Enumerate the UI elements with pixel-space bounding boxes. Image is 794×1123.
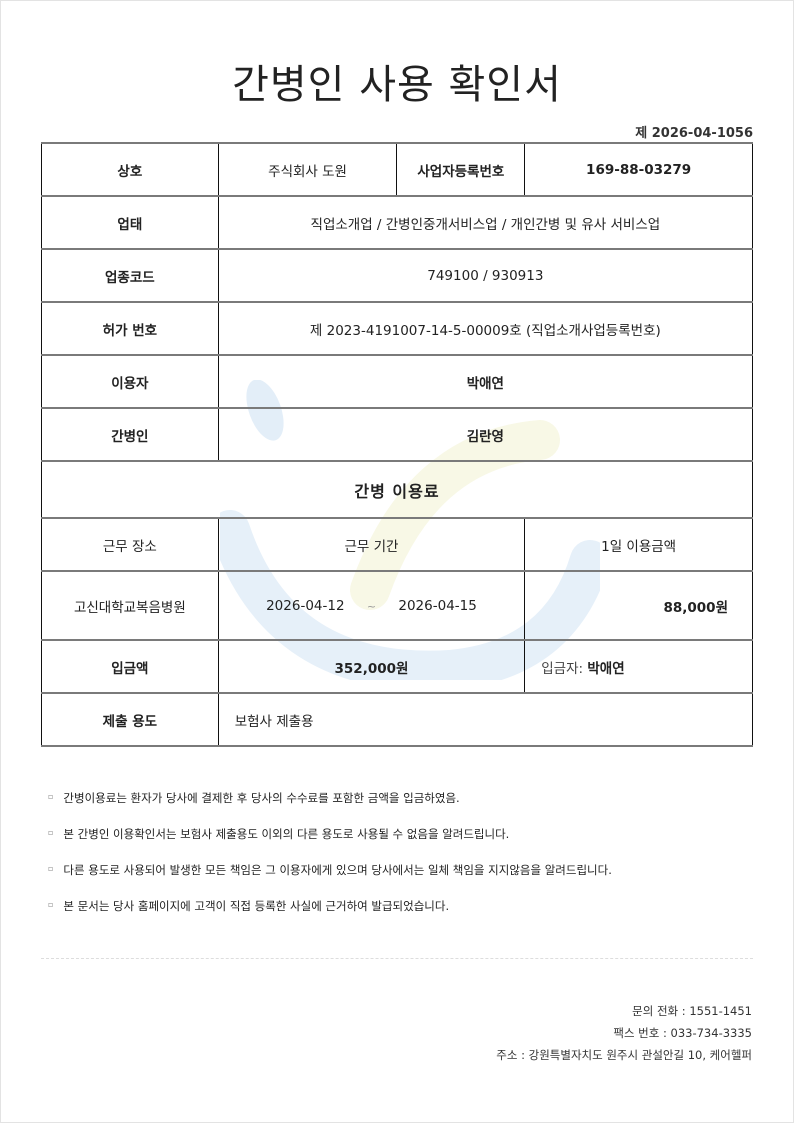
industry-code-value: 749100 / 930913 xyxy=(217,248,754,303)
notes-list: ▫ 간병이용료는 환자가 당사에 결제한 후 당사의 수수료를 포함한 금액을 입… xyxy=(48,790,612,934)
table-row: 제출 용도 보험사 제출용 xyxy=(41,692,754,747)
note-item: ▫ 본 간병인 이용확인서는 보험사 제출용도 이외의 다른 용도로 사용될 수 … xyxy=(48,826,612,862)
fee-section-title: 간병 이용료 xyxy=(41,460,753,519)
divider xyxy=(41,958,753,959)
table-row: 상호 주식회사 도원 사업자등록번호 169-88-03279 xyxy=(41,142,753,197)
table-row: 업종코드 749100 / 930913 xyxy=(41,248,754,303)
workplace-label: 근무 장소 xyxy=(41,517,219,572)
footer-contact: 문의 전화 : 1551-1451 팩스 번호 : 033-734-3335 주… xyxy=(496,1000,752,1066)
period-tilde: ~ xyxy=(366,599,377,613)
footer-phone: 문의 전화 : 1551-1451 xyxy=(632,1004,752,1018)
period-value: 2026-04-12 ~ 2026-04-15 xyxy=(217,570,526,641)
table-row: 입금액 352,000원 입금자: 박애연 xyxy=(41,639,753,694)
company-value: 주식회사 도원 xyxy=(217,142,398,197)
start-date: 2026-04-12 xyxy=(266,597,345,614)
caregiver-value: 김란영 xyxy=(217,407,754,462)
note-item: ▫ 간병이용료는 환자가 당사에 결제한 후 당사의 수수료를 포함한 금액을 입… xyxy=(48,790,612,826)
bullet-square-icon: ▫ xyxy=(48,900,54,909)
business-type-value: 직업소개업 / 간병인중개서비스업 / 개인간병 및 유사 서비스업 xyxy=(217,195,754,250)
bullet-square-icon: ▫ xyxy=(48,828,54,837)
deposit-label: 입금액 xyxy=(41,639,219,694)
bizno-value: 169-88-03279 xyxy=(524,142,753,197)
business-type-label: 업태 xyxy=(41,195,219,250)
note-text: 간병이용료는 환자가 당사에 결제한 후 당사의 수수료를 포함한 금액을 입금… xyxy=(63,791,460,805)
user-label: 이용자 xyxy=(41,354,219,409)
note-item: ▫ 본 문서는 당사 홈페이지에 고객이 직접 등록한 사실에 근거하여 발급되었… xyxy=(48,898,612,934)
depositor-value: 박애연 xyxy=(587,660,625,677)
end-date: 2026-04-15 xyxy=(398,597,477,614)
caregiver-label: 간병인 xyxy=(41,407,219,462)
table-row: 이용자 박애연 xyxy=(41,354,754,409)
company-label: 상호 xyxy=(41,142,219,197)
table-row: 간병 이용료 xyxy=(41,460,753,519)
daily-label: 1일 이용금액 xyxy=(524,517,753,572)
note-text: 본 간병인 이용확인서는 보험사 제출용도 이외의 다른 용도로 사용될 수 없… xyxy=(63,827,510,841)
table-row: 근무 장소 근무 기간 1일 이용금액 xyxy=(41,517,753,572)
table-row: 허가 번호 제 2023-4191007-14-5-00009호 (직업소개사업… xyxy=(41,301,754,356)
purpose-value: 보험사 제출용 xyxy=(217,692,754,747)
footer-fax: 팩스 번호 : 033-734-3335 xyxy=(613,1026,752,1040)
depositor: 입금자: 박애연 xyxy=(524,639,753,694)
document-number: 제 2026-04-1056 xyxy=(635,126,753,141)
deposit-value: 352,000원 xyxy=(217,639,526,694)
note-item: ▫ 다른 용도로 사용되어 발생한 모든 책임은 그 이용자에게 있으며 당사에서… xyxy=(48,862,612,898)
bizno-label: 사업자등록번호 xyxy=(396,142,526,197)
daily-value: 88,000원 xyxy=(524,570,753,641)
industry-code-label: 업종코드 xyxy=(41,248,219,303)
table-row: 간병인 김란영 xyxy=(41,407,754,462)
note-text: 다른 용도로 사용되어 발생한 모든 책임은 그 이용자에게 있으며 당사에서는… xyxy=(63,863,612,877)
period-label: 근무 기간 xyxy=(217,517,526,572)
purpose-label: 제출 용도 xyxy=(41,692,219,747)
bullet-square-icon: ▫ xyxy=(48,864,54,873)
footer-address: 주소 : 강원특별자치도 원주시 관설안길 10, 케어헬퍼 xyxy=(496,1048,752,1062)
user-value: 박애연 xyxy=(217,354,754,409)
table-row: 업태 직업소개업 / 간병인중개서비스업 / 개인간병 및 유사 서비스업 xyxy=(41,195,754,250)
note-text: 본 문서는 당사 홈페이지에 고객이 직접 등록한 사실에 근거하여 발급되었습… xyxy=(63,899,450,913)
table-row: 고신대학교복음병원 2026-04-12 ~ 2026-04-15 88,000… xyxy=(41,570,753,641)
document-title: 간병인 사용 확인서 xyxy=(232,62,562,108)
workplace-value: 고신대학교복음병원 xyxy=(41,570,219,641)
bullet-square-icon: ▫ xyxy=(48,792,54,801)
confirmation-table: 상호 주식회사 도원 사업자등록번호 169-88-03279 업태 직업소개업… xyxy=(41,142,754,747)
license-label: 허가 번호 xyxy=(41,301,219,356)
depositor-label: 입금자: xyxy=(541,660,584,677)
license-value: 제 2023-4191007-14-5-00009호 (직업소개사업등록번호) xyxy=(217,301,754,356)
